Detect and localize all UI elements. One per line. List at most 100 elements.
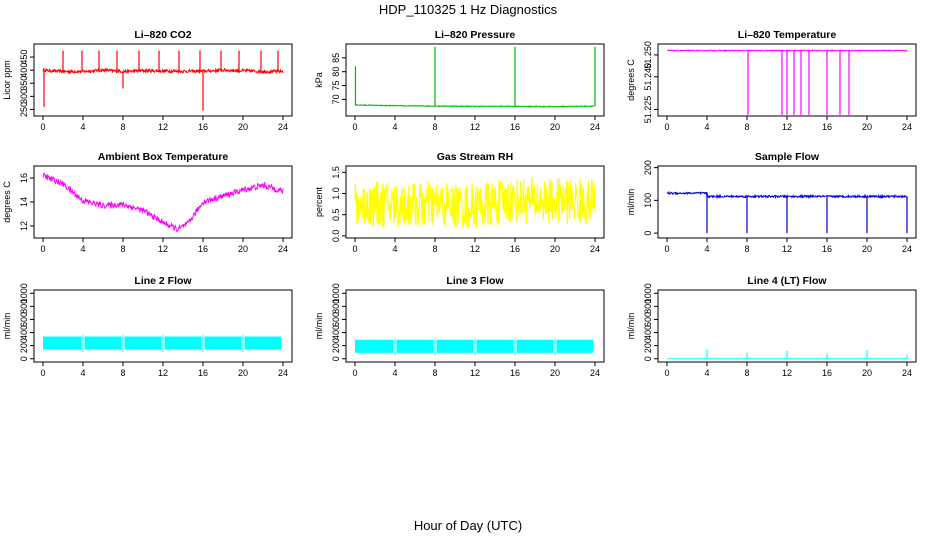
data-series [355,338,594,356]
data-series [666,190,908,234]
flow-band-segment [516,339,554,353]
y-tick-label: 0.0 [331,230,341,243]
x-tick-label: 4 [80,368,85,378]
flow-band-segment [476,339,514,353]
x-tick-label: 12 [470,122,480,132]
y-tick-label: 800 [19,299,29,314]
y-tick-label: 0 [643,231,653,236]
x-tick-label: 0 [664,368,669,378]
chart-title: Ambient Box Temperature [98,151,229,163]
data-series [667,49,908,115]
chart-panel: Li–820 Temperature degrees C 0 4 8 12 16 20 24 51… [626,29,917,132]
flow-band-segment [84,336,122,350]
x-tick-label: 24 [278,122,288,132]
x-tick-label: 16 [822,368,832,378]
chart-title: Line 2 Flow [134,275,192,287]
chart-title: Li–820 CO2 [134,29,191,41]
x-tick-label: 8 [432,368,437,378]
x-tick-label: 20 [550,122,560,132]
x-tick-label: 20 [862,244,872,254]
y-tick-label: 16 [19,173,29,183]
x-tick-label: 20 [862,122,872,132]
x-tick-label: 16 [198,368,208,378]
x-tick-label: 8 [120,368,125,378]
x-tick-label: 4 [704,244,709,254]
x-tick-label: 8 [120,122,125,132]
x-tick-label: 0 [352,244,357,254]
x-tick-label: 24 [902,244,912,254]
y-tick-label: 600 [19,312,29,327]
x-tick-label: 16 [510,368,520,378]
x-tick-label: 8 [432,122,437,132]
chart-panel: Line 4 (LT) Flow ml/min 0 4 8 12 16 20 24 0 200400… [626,275,917,378]
flow-band-segment [556,339,594,353]
x-tick-label: 12 [470,244,480,254]
flow-band-segment [164,336,202,350]
x-tick-label: 20 [238,368,248,378]
x-tick-label: 8 [744,244,749,254]
y-tick-label: 51.225 [643,96,653,124]
data-series [43,335,282,353]
y-tick-label: 75 [331,81,341,91]
flow-band-segment [396,339,434,353]
flow-band-segment [43,336,82,350]
flow-band-segment [204,336,242,350]
x-tick-label: 8 [432,244,437,254]
series-line [42,172,284,233]
x-tick-label: 0 [664,122,669,132]
x-axis-label: Hour of Day (UTC) [413,518,523,533]
y-tick-label: 85 [331,53,341,63]
x-tick-label: 20 [862,368,872,378]
y-tick-label: 1000 [331,283,341,303]
x-tick-label: 12 [158,244,168,254]
chart-title: Li–820 Temperature [738,29,837,41]
y-tick-label: 0.5 [331,208,341,221]
x-tick-label: 20 [238,122,248,132]
chart-title: Line 3 Flow [446,275,504,287]
x-tick-label: 24 [278,244,288,254]
y-tick-label: 600 [331,312,341,327]
y-axis-label: percent [314,186,324,217]
y-axis-label: ml/min [314,313,324,340]
y-tick-label: 200 [643,160,653,175]
chart-panel: Gas Stream RH percent 0 4 8 12 16 20 24 0.0 0.5 1.0… [314,151,605,254]
y-tick-label: 70 [331,94,341,104]
y-tick-label: 0 [19,356,29,361]
y-tick-label: 200 [19,338,29,353]
x-tick-label: 24 [902,122,912,132]
x-tick-label: 12 [782,368,792,378]
chart-title: Sample Flow [755,151,820,163]
y-tick-label: 200 [331,338,341,353]
chart-panel: Line 2 Flow ml/min 0 4 8 12 16 20 24 0 20040060080… [2,275,293,378]
plot-frame [33,165,293,239]
y-tick-label: 400 [643,325,653,340]
y-tick-label: 51.240 [643,63,653,91]
x-tick-label: 0 [664,244,669,254]
page-title: HDP_110325 1 Hz Diagnostics [378,2,558,17]
y-tick-label: 100 [643,193,653,208]
x-tick-label: 24 [590,244,600,254]
x-tick-label: 4 [80,244,85,254]
y-tick-label: 51.250 [643,41,653,69]
x-tick-label: 0 [40,244,45,254]
series-line [42,67,284,75]
y-axis-label: degrees C [2,181,12,223]
y-tick-label: 1.5 [331,166,341,179]
x-tick-label: 0 [40,368,45,378]
y-tick-label: 300 [19,89,29,104]
x-tick-label: 4 [392,244,397,254]
x-tick-label: 12 [782,244,792,254]
chart-panel: Line 3 Flow ml/min 0 4 8 12 16 20 24 0 20040060080… [314,275,605,378]
data-series [42,50,284,111]
x-tick-label: 12 [782,122,792,132]
y-tick-label: 12 [19,221,29,231]
chart-panel: Ambient Box Temperature degrees C 0 4 8 12 16 2… [2,151,293,254]
y-tick-label: 800 [331,299,341,314]
y-tick-label: 0 [331,356,341,361]
y-tick-label: 1000 [643,283,653,303]
x-tick-label: 0 [40,122,45,132]
plot-frame [33,43,293,117]
x-tick-label: 20 [550,368,560,378]
x-tick-label: 16 [822,122,832,132]
y-axis-label: ml/min [626,313,636,340]
